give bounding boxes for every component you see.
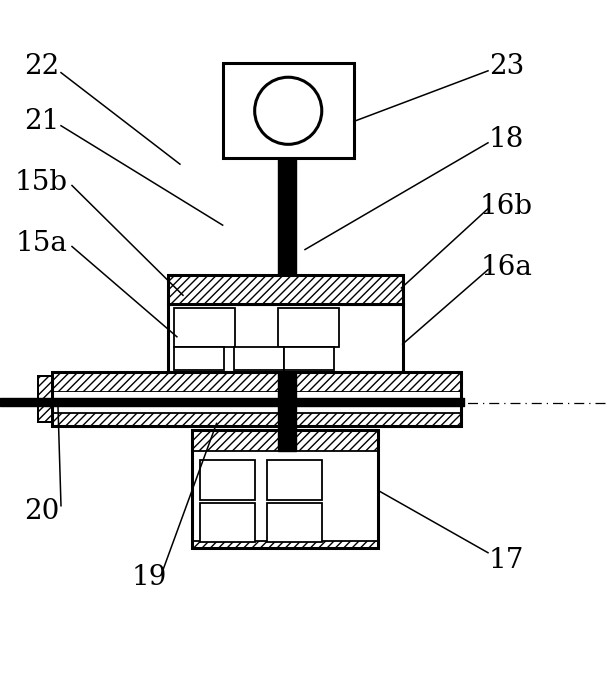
Bar [278, 308, 339, 347]
Bar [174, 308, 235, 347]
Text: 15b: 15b [15, 169, 68, 196]
Bar [38, 376, 52, 422]
Bar [200, 503, 255, 542]
Bar [267, 460, 322, 500]
Bar [52, 413, 461, 427]
Bar [168, 304, 403, 372]
Bar [168, 275, 403, 304]
Text: 18: 18 [489, 126, 524, 153]
Bar [192, 429, 378, 451]
Text: 16a: 16a [480, 254, 533, 281]
Bar [52, 372, 461, 392]
Bar [200, 460, 255, 500]
Text: 16b: 16b [480, 193, 533, 220]
Bar [234, 347, 284, 370]
Text: 22: 22 [24, 53, 59, 80]
Text: 23: 23 [489, 53, 524, 80]
Bar [38, 376, 52, 422]
Bar [52, 372, 461, 427]
Text: 15a: 15a [15, 230, 68, 257]
Bar [223, 64, 354, 158]
Text: 17: 17 [489, 547, 524, 574]
Bar [267, 503, 322, 542]
Text: 19: 19 [132, 564, 167, 591]
Bar [192, 541, 378, 548]
Text: 21: 21 [24, 108, 59, 135]
Bar [174, 347, 224, 370]
Circle shape [254, 77, 322, 144]
Bar [284, 347, 334, 370]
Text: 20: 20 [24, 498, 59, 525]
Bar [192, 429, 378, 548]
Bar [52, 392, 461, 413]
